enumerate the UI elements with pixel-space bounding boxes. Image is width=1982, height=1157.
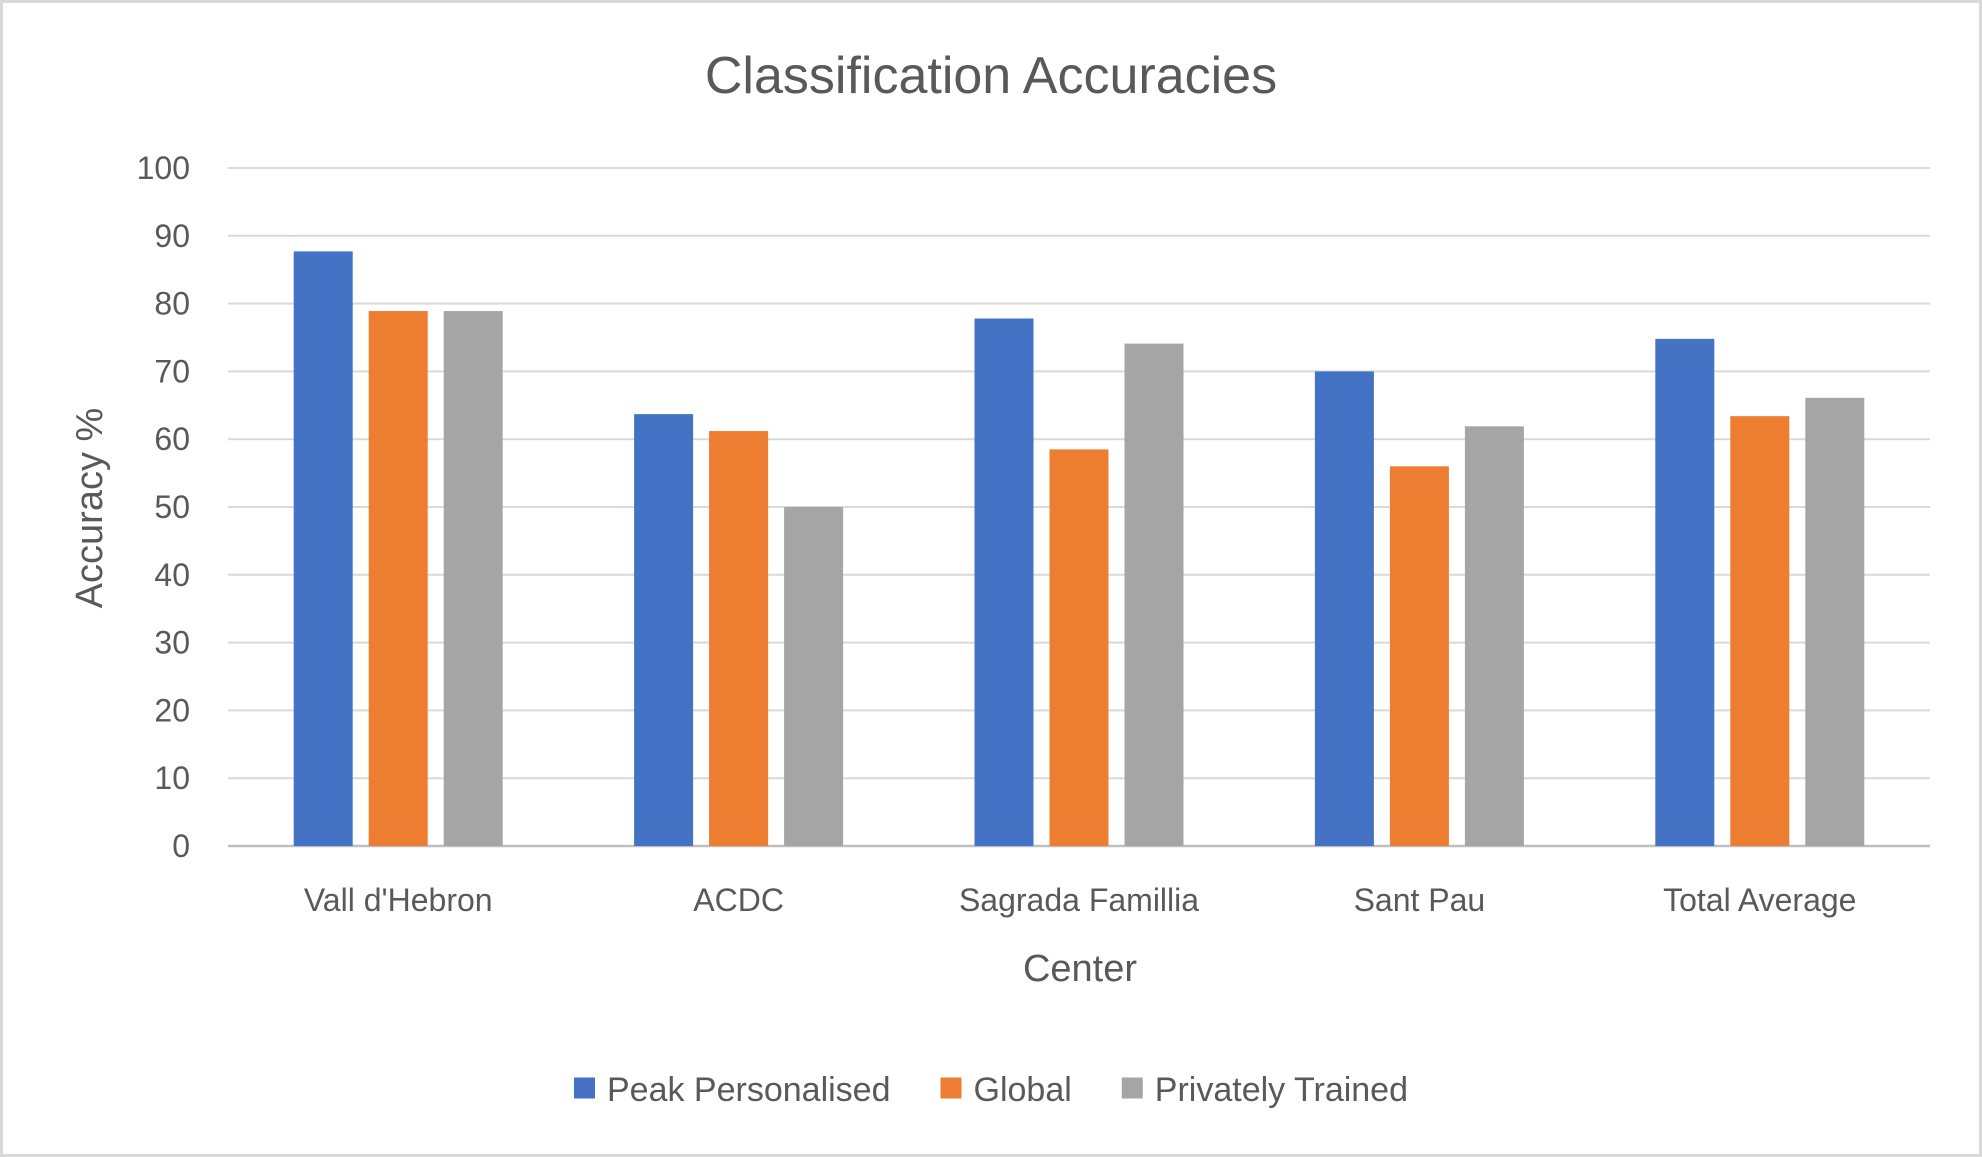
y-tick-label: 100 xyxy=(137,150,190,186)
y-tick-label: 60 xyxy=(154,421,190,457)
bars xyxy=(293,251,1865,847)
y-tick-labels: 0 10 20 30 40 50 60 70 80 90 100 xyxy=(137,150,190,864)
y-tick-label: 90 xyxy=(154,218,190,254)
x-tick-label: Sant Pau xyxy=(1354,882,1486,918)
bar-peak-personalised xyxy=(1655,338,1715,846)
y-tick-label: 50 xyxy=(154,489,190,525)
x-tick-label: Total Average xyxy=(1663,882,1856,918)
legend-label: Privately Trained xyxy=(1155,1071,1408,1109)
y-tick-label: 40 xyxy=(154,557,190,593)
y-axis-label: Accuracy % xyxy=(69,408,111,609)
legend-swatch xyxy=(940,1077,962,1099)
y-tick-label: 10 xyxy=(154,760,190,796)
legend-label: Peak Personalised xyxy=(607,1071,891,1109)
bar-privately-trained xyxy=(443,311,503,847)
y-tick-label: 0 xyxy=(172,828,190,864)
y-tick-label: 80 xyxy=(154,286,190,322)
bar-privately-trained xyxy=(1805,397,1865,846)
bar-peak-personalised xyxy=(1314,371,1374,846)
x-tick-labels: Vall d'Hebron ACDC Sagrada Famillia Sant Pa… xyxy=(304,882,1857,918)
legend: Peak Personalised Global Privately Trained xyxy=(573,1071,1408,1109)
gridlines xyxy=(228,167,1930,848)
bar-privately-trained xyxy=(784,507,844,846)
legend-label: Global xyxy=(974,1071,1072,1109)
bar-global xyxy=(368,311,428,847)
y-tick-label: 70 xyxy=(154,353,190,389)
bar-peak-personalised xyxy=(293,251,353,847)
legend-swatch xyxy=(573,1077,595,1099)
legend-swatch xyxy=(1121,1077,1143,1099)
x-axis-label: Center xyxy=(1023,948,1137,990)
x-tick-label: Sagrada Famillia xyxy=(959,882,1199,918)
bar-privately-trained xyxy=(1464,426,1524,846)
chart-title: Classification Accuracies xyxy=(705,47,1277,105)
bar-peak-personalised xyxy=(974,318,1034,846)
bar-global xyxy=(709,431,769,846)
x-tick-label: ACDC xyxy=(693,882,784,918)
bar-peak-personalised xyxy=(634,414,694,846)
bar-global xyxy=(1730,416,1790,846)
y-tick-label: 20 xyxy=(154,692,190,728)
x-tick-label: Vall d'Hebron xyxy=(304,882,493,918)
y-tick-label: 30 xyxy=(154,625,190,661)
bar-global xyxy=(1049,449,1109,846)
bar-privately-trained xyxy=(1124,343,1184,846)
bar-global xyxy=(1389,466,1449,846)
